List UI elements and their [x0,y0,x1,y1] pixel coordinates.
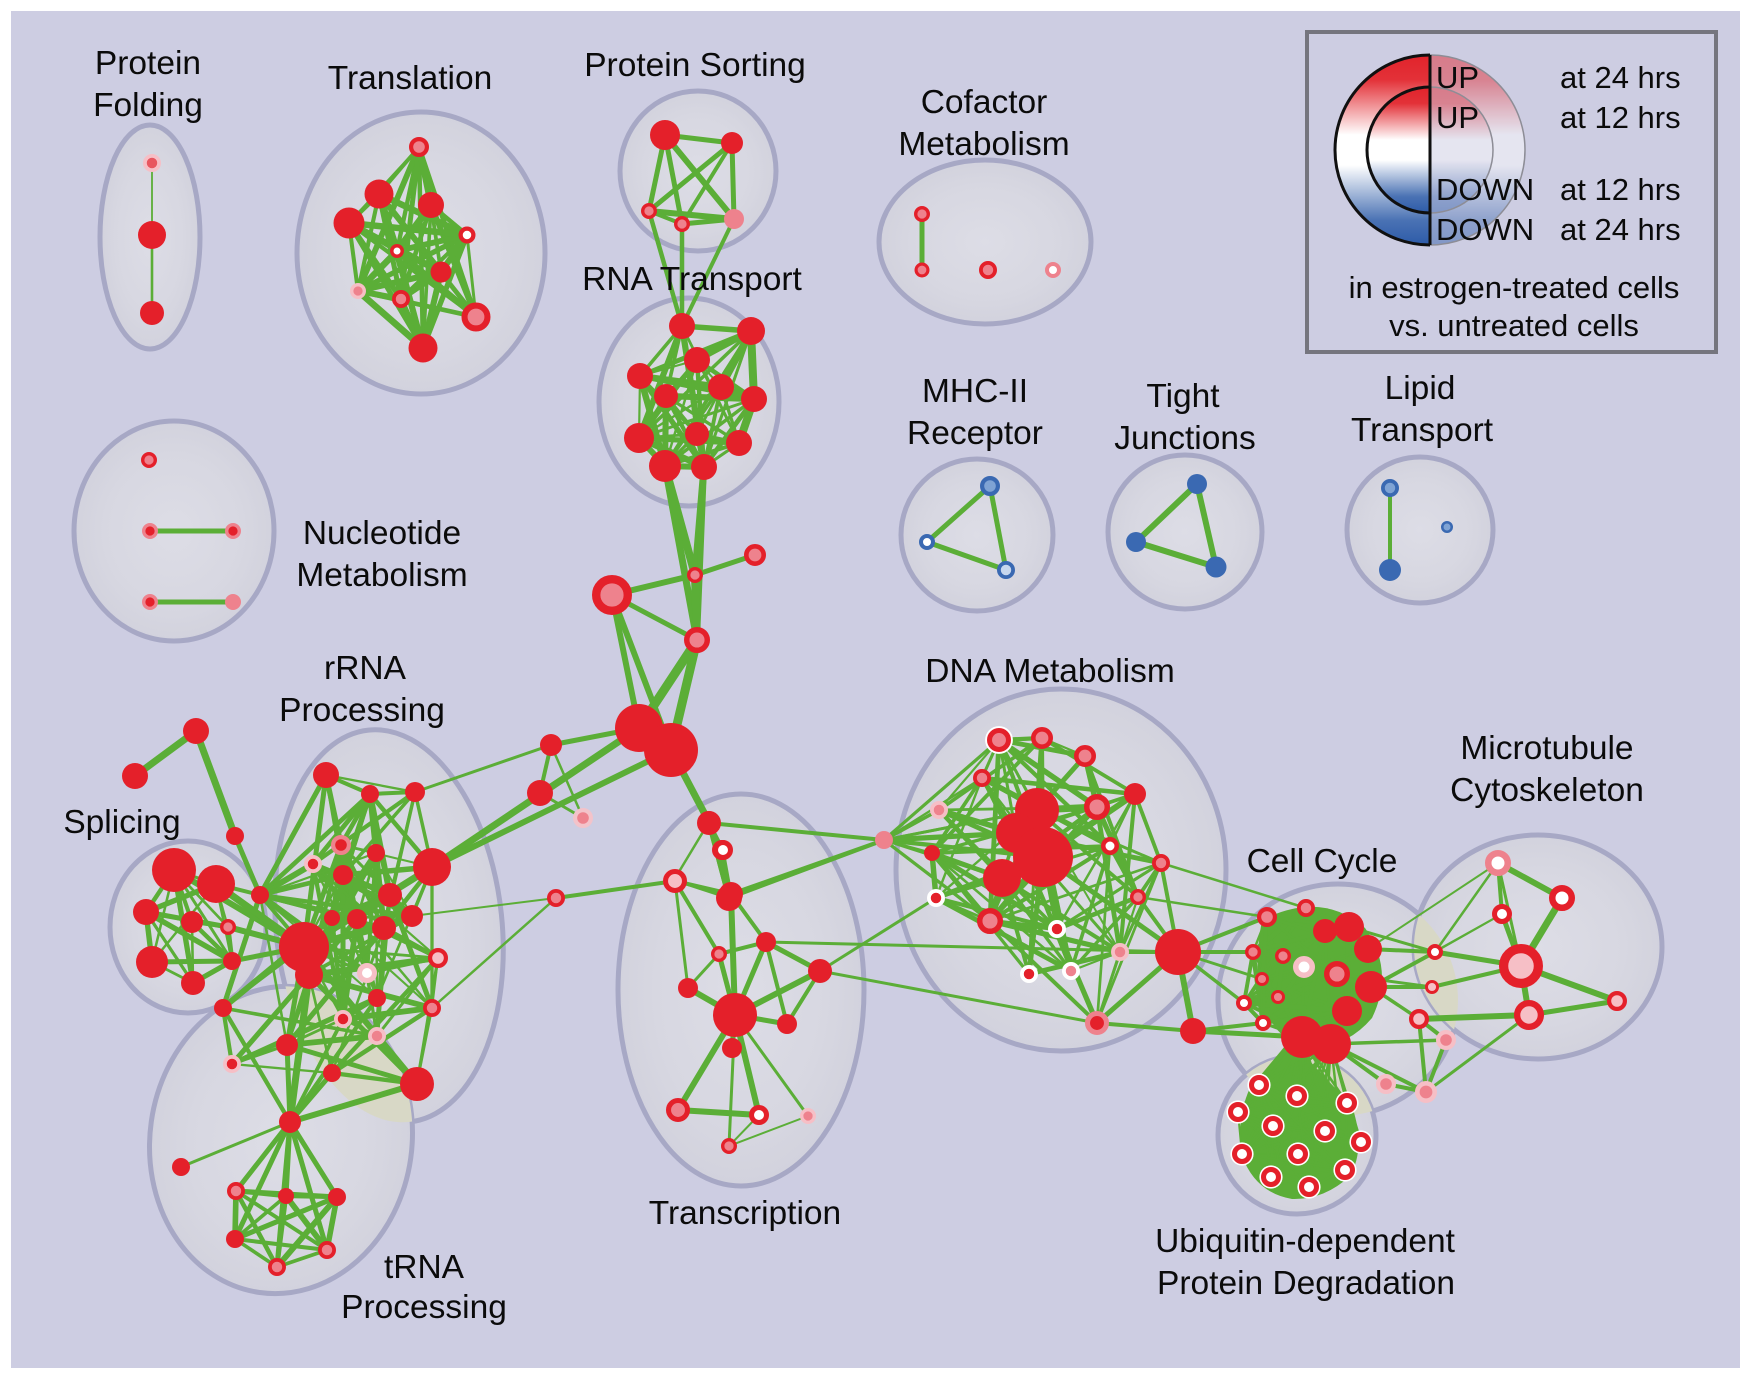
svg-text:Metabolism: Metabolism [898,126,1069,163]
svg-text:at 24 hrs: at 24 hrs [1560,212,1681,247]
svg-text:Transcription: Transcription [649,1195,841,1232]
svg-text:Receptor: Receptor [907,415,1043,452]
svg-text:Tight: Tight [1146,378,1220,415]
svg-text:MHC-II: MHC-II [922,373,1028,410]
svg-text:DNA Metabolism: DNA Metabolism [925,653,1174,690]
svg-text:UP: UP [1436,100,1479,135]
svg-text:UP: UP [1436,60,1479,95]
svg-text:DOWN: DOWN [1436,212,1534,247]
svg-text:Metabolism: Metabolism [296,557,467,594]
svg-text:Protein Degradation: Protein Degradation [1157,1265,1455,1302]
svg-text:Lipid: Lipid [1385,370,1456,407]
svg-text:in estrogen-treated cells: in estrogen-treated cells [1349,270,1680,305]
svg-text:tRNA: tRNA [384,1249,465,1286]
svg-text:Folding: Folding [93,87,203,124]
svg-text:Translation: Translation [328,60,492,97]
svg-text:DOWN: DOWN [1436,172,1534,207]
svg-text:Splicing: Splicing [63,804,180,841]
svg-text:Microtubule: Microtubule [1460,730,1633,767]
svg-text:Cytoskeleton: Cytoskeleton [1450,772,1644,809]
svg-text:rRNA: rRNA [324,650,407,687]
svg-text:Cofactor: Cofactor [921,84,1048,121]
svg-text:Processing: Processing [279,692,445,729]
svg-text:Processing: Processing [341,1289,507,1326]
svg-text:at 12 hrs: at 12 hrs [1560,172,1681,207]
svg-text:vs. untreated cells: vs. untreated cells [1389,308,1639,343]
svg-text:Protein Sorting: Protein Sorting [584,47,806,84]
svg-text:Junctions: Junctions [1114,420,1256,457]
svg-text:Ubiquitin-dependent: Ubiquitin-dependent [1155,1223,1456,1260]
svg-text:Protein: Protein [95,45,201,82]
svg-text:RNA Transport: RNA Transport [582,261,802,298]
svg-text:Cell Cycle: Cell Cycle [1247,843,1398,880]
svg-text:at 24 hrs: at 24 hrs [1560,60,1681,95]
svg-text:at 12 hrs: at 12 hrs [1560,100,1681,135]
svg-text:Nucleotide: Nucleotide [303,515,461,552]
svg-text:Transport: Transport [1351,412,1494,449]
